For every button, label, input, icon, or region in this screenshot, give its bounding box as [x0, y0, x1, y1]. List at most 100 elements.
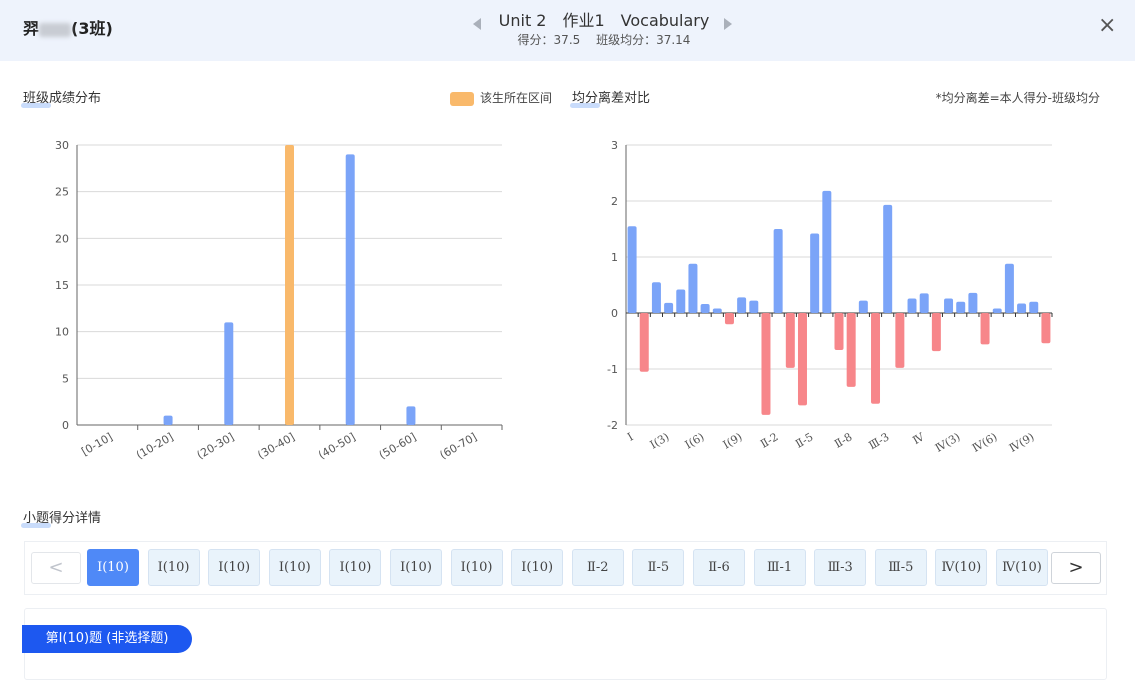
items-title: 小题得分详情 [21, 507, 102, 528]
bar [737, 297, 747, 313]
question-strip: < > Ⅰ(10) Ⅰ(10) Ⅰ(10) Ⅰ(10) Ⅰ(10) Ⅰ(10) Ⅰ(10) Ⅰ… [24, 541, 1107, 595]
bar [919, 293, 929, 313]
legend-label: 该生所在区间 [480, 91, 553, 105]
x-tick-label: Ⅱ-5 [793, 430, 815, 450]
question-button[interactable]: Ⅰ(10) [511, 549, 564, 586]
question-button[interactable]: Ⅱ-2 [571, 549, 624, 586]
prev-homework-arrow-icon[interactable] [473, 18, 481, 30]
bar [627, 226, 637, 313]
question-detail-panel [24, 608, 1107, 680]
y-tick-label: -2 [607, 419, 618, 432]
bar [761, 313, 771, 415]
y-tick-label: 2 [611, 195, 618, 208]
bar [785, 313, 795, 368]
y-tick-label: 1 [611, 251, 618, 264]
x-tick-label: Ⅰ [625, 430, 635, 443]
y-tick-label: 25 [55, 186, 69, 199]
question-button[interactable]: Ⅱ-6 [693, 549, 745, 586]
legend-swatch [450, 91, 474, 106]
question-button[interactable]: Ⅲ-5 [874, 549, 927, 586]
y-tick-label: -1 [607, 363, 618, 376]
question-button[interactable]: Ⅰ(10) [268, 549, 321, 586]
y-tick-label: 0 [62, 419, 69, 432]
x-tick-label: Ⅱ-8 [832, 430, 854, 450]
question-button[interactable]: Ⅲ-3 [814, 549, 867, 586]
bar [895, 313, 905, 368]
y-tick-label: 3 [611, 139, 618, 152]
bar [834, 313, 844, 350]
scroll-right-button[interactable]: > [1051, 552, 1101, 584]
y-tick-label: 20 [55, 232, 69, 245]
x-tick-label: Ⅳ(9) [1007, 430, 1037, 455]
bar [651, 282, 661, 313]
x-tick-label: Ⅳ [910, 430, 927, 447]
question-button[interactable]: Ⅱ-5 [632, 549, 685, 586]
bar [822, 190, 832, 313]
deviation-title-text: 均分离差对比 [572, 91, 651, 106]
bar [676, 289, 686, 313]
student-name-prefix: 羿 [23, 19, 40, 38]
scroll-left-button[interactable]: < [31, 552, 81, 584]
question-type-tag: 第Ⅰ(10)题 (非选择题) [22, 625, 192, 653]
chart-legend[interactable]: 该生所在区间 [450, 89, 552, 106]
question-button[interactable]: Ⅰ(10) [329, 549, 382, 586]
header-bar: 羿 (3班) Unit 2 作业1 Vocabulary 得分：37.5 班级均分… [0, 0, 1135, 61]
bar [846, 313, 856, 387]
question-button[interactable]: Ⅲ-1 [753, 549, 806, 586]
x-tick-label: Ⅳ(3) [933, 430, 963, 455]
bar [688, 263, 698, 313]
question-button[interactable]: Ⅳ(10) [996, 549, 1048, 586]
bar [773, 229, 783, 313]
student-name: 羿 (3班) [23, 15, 113, 39]
bar [858, 300, 868, 313]
question-button[interactable]: Ⅰ(10) [390, 549, 442, 586]
x-tick-label: Ⅲ-3 [867, 430, 892, 452]
bar [810, 233, 820, 313]
bar [980, 313, 990, 345]
bar [931, 313, 941, 352]
bar [345, 154, 355, 426]
bar [871, 313, 881, 404]
x-tick-label: Ⅳ(6) [970, 430, 1000, 455]
distribution-title-text: 班级成绩分布 [23, 91, 102, 106]
y-tick-label: 0 [611, 307, 618, 320]
x-tick-label: Ⅰ(3) [648, 430, 672, 451]
bar [163, 415, 173, 425]
question-button[interactable]: Ⅰ(10) [208, 549, 261, 586]
bar [1004, 263, 1014, 313]
question-button[interactable]: Ⅰ(10) [87, 549, 139, 586]
bar [724, 313, 734, 325]
bar [406, 406, 416, 425]
bar [224, 322, 234, 425]
question-button[interactable]: Ⅰ(10) [450, 549, 503, 586]
y-tick-label: 10 [55, 326, 69, 339]
close-icon[interactable]: × [1098, 13, 1117, 38]
bar [797, 313, 807, 406]
deviation-note: *均分离差=本人得分-班级均分 [935, 91, 1100, 105]
x-tick-label: Ⅰ(9) [721, 430, 745, 451]
student-class: (3班) [71, 19, 113, 38]
bar [992, 308, 1002, 313]
bar [1029, 301, 1039, 313]
bar [883, 204, 893, 313]
y-tick-label: 5 [62, 372, 69, 385]
items-title-text: 小题得分详情 [23, 511, 102, 526]
bar [1017, 303, 1027, 313]
x-tick-label: Ⅰ(6) [683, 430, 707, 451]
question-button[interactable]: Ⅳ(10) [935, 549, 988, 586]
bar [285, 145, 294, 425]
bar [749, 300, 759, 313]
bar [968, 292, 978, 313]
next-homework-arrow-icon[interactable] [724, 18, 732, 30]
distribution-title: 班级成绩分布 [21, 87, 102, 108]
bar [956, 301, 966, 313]
name-mask [39, 22, 72, 37]
deviation-title: 均分离差对比 [570, 87, 651, 108]
bar [639, 313, 649, 372]
score-summary: 得分：37.5 班级均分：37.14 [517, 33, 691, 47]
question-button[interactable]: Ⅰ(10) [147, 549, 200, 586]
bar [664, 302, 674, 313]
bar [712, 308, 722, 313]
